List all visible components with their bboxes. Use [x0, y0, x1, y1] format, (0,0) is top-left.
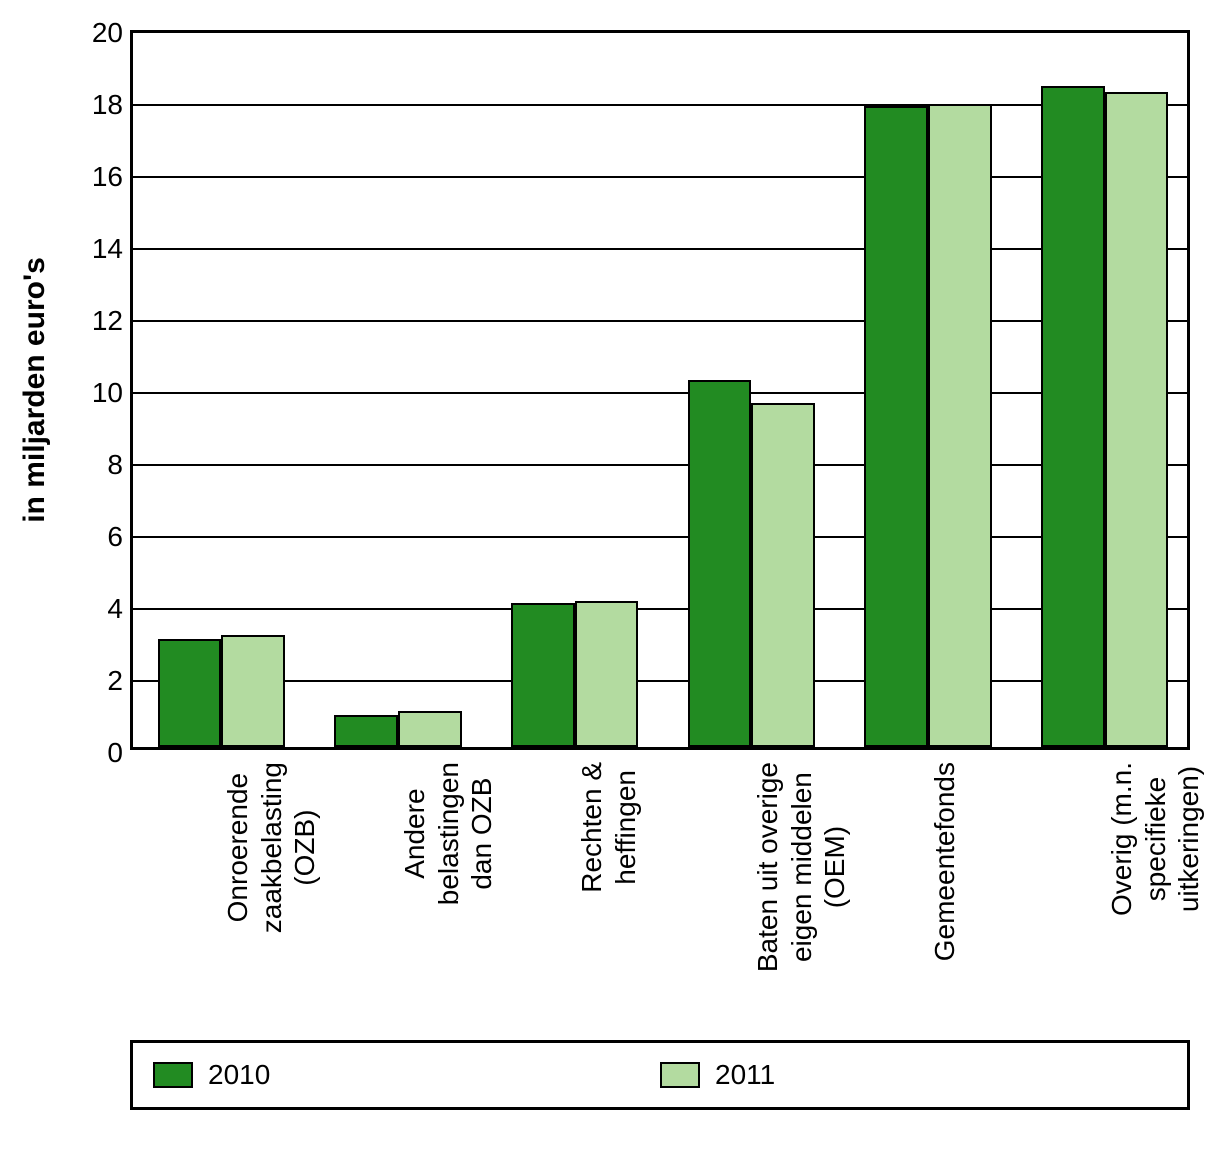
- gridline: [133, 464, 1187, 466]
- bar: [398, 711, 462, 747]
- y-tick-label: 2: [107, 665, 123, 697]
- y-tick-label: 16: [92, 161, 123, 193]
- legend-label: 2010: [208, 1059, 270, 1091]
- y-tick-label: 18: [92, 89, 123, 121]
- bar: [688, 380, 752, 747]
- gridline: [133, 392, 1187, 394]
- bar: [334, 715, 398, 747]
- bar: [221, 635, 285, 747]
- bar: [1041, 86, 1105, 747]
- bar: [751, 403, 815, 747]
- x-category-label: Onroerendezaakbelasting(OZB): [221, 762, 322, 933]
- y-tick-label: 10: [92, 377, 123, 409]
- x-category-label: Rechten &heffingen: [575, 762, 642, 893]
- gridline: [133, 536, 1187, 538]
- legend-swatch: [660, 1062, 700, 1088]
- bar: [928, 104, 992, 747]
- bar: [1105, 92, 1169, 747]
- gridline: [133, 248, 1187, 250]
- y-tick-label: 20: [92, 17, 123, 49]
- x-category-label: Gemeentefonds: [928, 762, 962, 961]
- bar: [575, 601, 639, 747]
- bar: [864, 106, 928, 747]
- bar: [511, 603, 575, 747]
- legend-item: 2011: [660, 1059, 1127, 1091]
- gridline: [133, 176, 1187, 178]
- y-tick-label: 6: [107, 521, 123, 553]
- legend-item: 2010: [153, 1059, 620, 1091]
- gridline: [133, 104, 1187, 106]
- plot-area: 02468101214161820Onroerendezaakbelasting…: [130, 30, 1190, 750]
- x-category-label: Anderebelastingendan OZB: [398, 762, 499, 905]
- legend: 2010 2011: [130, 1040, 1190, 1110]
- gridline: [133, 680, 1187, 682]
- y-tick-label: 0: [107, 737, 123, 769]
- gridline: [133, 608, 1187, 610]
- y-tick-label: 8: [107, 449, 123, 481]
- x-category-label: Overig (m.n.specifiekeuitkeringen): [1105, 762, 1206, 916]
- bar: [158, 639, 222, 747]
- y-tick-label: 4: [107, 593, 123, 625]
- x-category-label: Baten uit overigeeigen middelen(OEM): [751, 762, 852, 972]
- legend-swatch: [153, 1062, 193, 1088]
- gridline: [133, 320, 1187, 322]
- y-tick-label: 14: [92, 233, 123, 265]
- y-axis-title: in miljarden euro's: [18, 257, 52, 523]
- legend-label: 2011: [715, 1059, 775, 1091]
- bar-chart: 0 2 4 6 8 10 12 14 16 18 20 Onroerendezaakbelasting…: [20, 20, 1203, 1146]
- y-tick-label: 12: [92, 305, 123, 337]
